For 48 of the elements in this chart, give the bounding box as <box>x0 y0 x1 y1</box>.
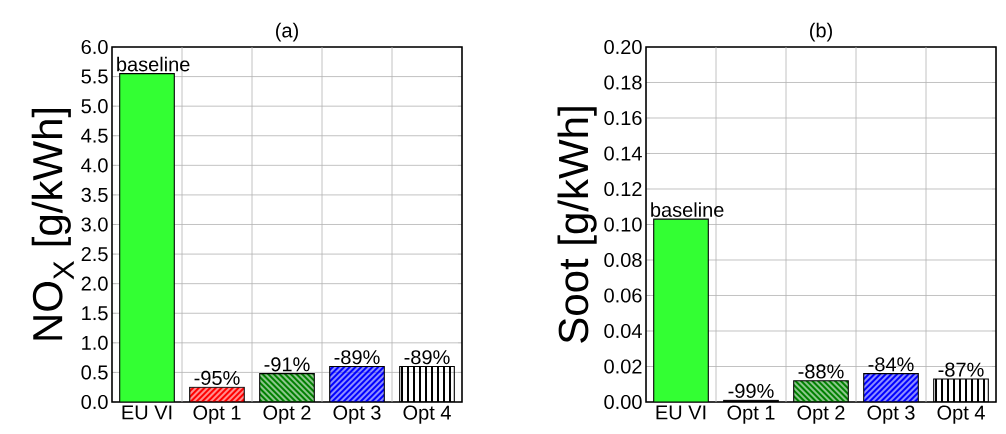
y-tick-label: 0.16 <box>604 110 642 126</box>
x-tick-label: Opt 3 <box>867 405 915 424</box>
chart-title: (b) <box>810 22 832 42</box>
y-tick-label: 1.0 <box>82 335 108 350</box>
y-tick-label: 0.5 <box>81 365 108 380</box>
y-tick-label: 0.02 <box>604 359 642 374</box>
y-tick-label: 0.00 <box>604 394 642 410</box>
y-tick-label: 0.20 <box>604 39 642 55</box>
annotation: -84% <box>868 357 914 372</box>
y-tick-label: 3.0 <box>81 217 108 232</box>
annotation: -88% <box>798 364 844 379</box>
annotation: -87% <box>938 362 984 377</box>
y-tick-label: 4.5 <box>81 128 108 143</box>
y-tick-label: 0.18 <box>604 75 642 90</box>
y-tick-label: 0.04 <box>604 323 642 339</box>
x-tick-label: Opt 1 <box>727 405 775 424</box>
y-tick-label: 5.0 <box>81 99 108 114</box>
y-tick-label: 5.5 <box>81 69 108 84</box>
y-tick-label: 0.06 <box>604 288 642 303</box>
y-tick-label: 0.08 <box>604 252 642 268</box>
x-tick-label: Opt 4 <box>403 405 451 424</box>
x-tick-label: Opt 3 <box>333 405 381 424</box>
x-tick-label: Opt 4 <box>937 405 985 424</box>
y-tick-label: 0.12 <box>604 181 642 197</box>
y-axis-title: NO$_{X}$ [g/kWh] <box>31 108 74 340</box>
y-tick-label: 4.0 <box>81 158 108 173</box>
x-tick-label: Opt 1 <box>193 405 241 424</box>
y-tick-label: 1.5 <box>82 306 108 321</box>
annotation: -89% <box>334 350 380 365</box>
y-tick-label: 0.0 <box>81 394 108 410</box>
y-tick-label: 0.14 <box>604 146 642 161</box>
x-tick-label: EU VI <box>122 405 172 420</box>
annotation: -99% <box>728 383 774 399</box>
annotation: -95% <box>194 370 240 385</box>
y-tick-label: 0.10 <box>604 217 642 232</box>
y-tick-label: 3.5 <box>81 187 108 202</box>
y-tick-label: 2.5 <box>81 247 108 262</box>
y-tick-label: 2.0 <box>81 276 108 291</box>
x-tick-label: EU VI <box>656 405 706 420</box>
annotation: -89% <box>404 350 450 365</box>
annotation: -91% <box>264 357 310 372</box>
x-tick-label: Opt 2 <box>797 405 845 424</box>
chart-title: (a) <box>276 22 298 42</box>
x-tick-label: Opt 2 <box>263 405 311 424</box>
annotation: baseline <box>117 56 190 72</box>
annotation: baseline <box>651 202 724 217</box>
y-tick-label: 6.0 <box>81 39 108 55</box>
y-axis-title: Soot [g/kWh] <box>557 107 597 343</box>
